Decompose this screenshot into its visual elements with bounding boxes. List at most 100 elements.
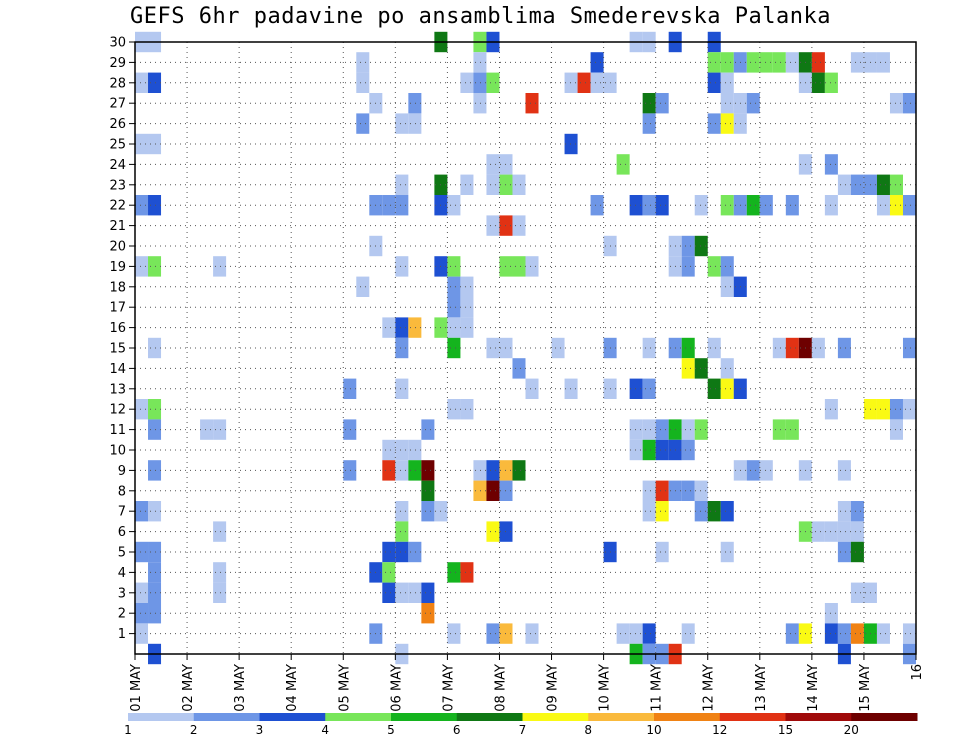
heatmap-cell <box>837 521 851 542</box>
heatmap-cell <box>876 399 890 420</box>
heatmap-cell <box>837 541 851 563</box>
heatmap-cell <box>642 93 656 114</box>
heatmap-cell <box>720 52 734 73</box>
heatmap-cell <box>421 460 435 481</box>
heatmap-cell <box>902 93 916 114</box>
heatmap-cell <box>850 541 864 563</box>
heatmap-cell <box>460 399 474 420</box>
y-tick-label: 28 <box>109 76 126 91</box>
heatmap-cell <box>395 439 409 461</box>
heatmap-cell <box>694 358 708 379</box>
heatmap-cell <box>447 276 461 297</box>
heatmap-cell <box>772 337 786 359</box>
heatmap-cell <box>408 460 422 481</box>
x-tick-label: 15 MAY <box>858 664 873 712</box>
heatmap-cell <box>512 174 526 195</box>
heatmap-cell <box>421 419 435 440</box>
heatmap-cell <box>850 521 864 542</box>
heatmap-cell <box>590 72 604 93</box>
colorbar-swatch <box>851 713 918 721</box>
heatmap-cell <box>811 337 825 359</box>
heatmap-cell <box>460 276 474 297</box>
heatmap-cell <box>213 521 227 542</box>
heatmap-cell <box>512 460 526 481</box>
heatmap-cell <box>707 501 721 522</box>
heatmap-cell <box>148 256 162 277</box>
y-tick-label: 1 <box>118 627 126 642</box>
heatmap-cell <box>889 195 903 216</box>
colorbar-swatch <box>128 713 195 721</box>
heatmap-cell <box>837 337 851 359</box>
heatmap-cell <box>837 174 851 195</box>
heatmap-cell <box>525 93 539 114</box>
y-tick-label: 18 <box>109 280 126 295</box>
y-tick-label: 14 <box>109 362 126 377</box>
heatmap-cell <box>616 623 630 644</box>
heatmap-cell <box>707 337 721 359</box>
heatmap-cell <box>486 154 500 175</box>
heatmap-cell <box>655 439 669 461</box>
y-axis: 1234567891011121314151617181920212223242… <box>109 36 135 642</box>
heatmap-cell <box>473 460 487 481</box>
heatmap-cell <box>356 113 370 134</box>
heatmap-cell <box>655 93 669 114</box>
heatmap-cell <box>694 501 708 522</box>
heatmap-cell <box>473 72 487 93</box>
heatmap-cell <box>850 52 864 73</box>
x-tick-label: 01 MAY <box>129 664 144 712</box>
heatmap-cell <box>447 623 461 644</box>
heatmap-cell <box>525 378 539 399</box>
heatmap-cell <box>720 256 734 277</box>
heatmap-cell <box>902 399 916 420</box>
colorbar-tick-label: 2 <box>190 723 198 737</box>
colorbar-swatch <box>588 713 655 721</box>
heatmap-cell <box>616 154 630 175</box>
heatmap-cell <box>473 93 487 114</box>
heatmap-cell <box>564 378 578 399</box>
heatmap-cell <box>642 113 656 134</box>
heatmap-cell <box>135 623 149 644</box>
heatmap-cell <box>746 93 760 114</box>
heatmap-cell <box>395 113 409 134</box>
heatmap-cell <box>824 399 838 420</box>
heatmap-cell <box>889 419 903 440</box>
heatmap-cell <box>148 541 162 563</box>
colorbar-tick-label: 6 <box>453 723 461 737</box>
heatmap-cell <box>876 174 890 195</box>
heatmap-cell <box>720 378 734 399</box>
heatmap-cell <box>486 337 500 359</box>
colorbar-tick-label: 4 <box>321 723 329 737</box>
y-tick-label: 20 <box>109 240 126 255</box>
heatmap-cell <box>850 501 864 522</box>
heatmap-cell <box>395 256 409 277</box>
heatmap-cell <box>343 419 357 440</box>
heatmap-cell <box>694 480 708 501</box>
heatmap-cell <box>447 317 461 338</box>
chart-title: GEFS 6hr padavine po ansamblima Smederev… <box>130 4 832 29</box>
heatmap-cell <box>447 399 461 420</box>
heatmap-cell <box>148 133 162 155</box>
heatmap-cell <box>408 541 422 563</box>
y-tick-label: 11 <box>109 423 126 438</box>
heatmap-cell <box>148 562 162 583</box>
heatmap-cell <box>213 256 227 277</box>
heatmap-cell <box>876 623 890 644</box>
heatmap-cell <box>213 562 227 583</box>
y-tick-label: 16 <box>109 321 126 336</box>
heatmap-cell <box>421 501 435 522</box>
x-tick-label: 10 MAY <box>598 664 613 712</box>
heatmap-cell <box>850 623 864 644</box>
heatmap-cell <box>837 623 851 644</box>
heatmap-cell <box>694 419 708 440</box>
x-tick-label: 05 MAY <box>337 664 352 712</box>
heatmap-cell <box>421 603 435 624</box>
y-tick-label: 29 <box>109 56 126 71</box>
heatmap-cell <box>512 358 526 379</box>
heatmap-cell <box>447 256 461 277</box>
heatmap-cell <box>395 174 409 195</box>
y-tick-label: 19 <box>109 260 126 275</box>
heatmap-cell <box>395 195 409 216</box>
heatmap-cell <box>655 195 669 216</box>
colorbar-swatch <box>193 713 260 721</box>
heatmap-cell <box>655 501 669 522</box>
